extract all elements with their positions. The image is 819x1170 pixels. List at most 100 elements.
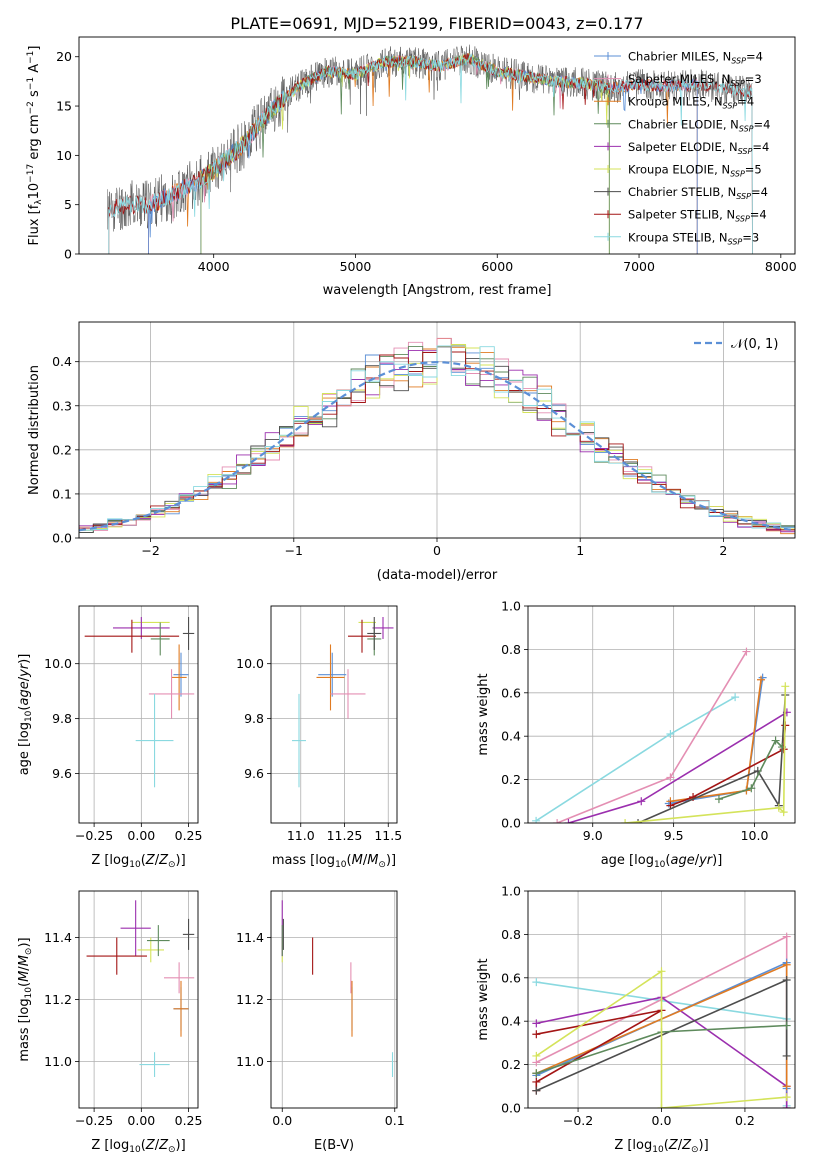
x-tick-label: 11.5 [374,828,402,843]
y-tick-label: 11.0 [44,1054,72,1069]
x-axis-label: Z [log10(Z/Z⊙)] [614,1138,708,1155]
legend-label-main: Salpeter STELIB, N [628,208,735,222]
error-bars [84,616,195,788]
label-part: )] [176,853,186,868]
y-tick-label: 0.0 [52,531,72,546]
weight-marker [637,797,646,806]
data-point [135,693,174,788]
legend-label-sub: SSP [739,124,754,133]
weight-marker [782,932,791,941]
legend-label: Kroupa MILES, NSSP=4 [628,95,754,111]
label-part: Z [145,853,156,868]
legend-label-main: Salpeter ELODIE, N [628,140,738,154]
label-part: ⊙ [168,860,176,870]
y-tick-label: 9.6 [244,766,264,781]
y-axis-label: Flux [fλ10−17 erg cm−2 s−1 A−1] [26,46,44,246]
legend-label-sub: SSP [730,79,745,88]
label-part: ⊙ [378,860,386,870]
legend-label-main: Salpeter MILES, N [628,72,730,86]
label-part: ( [665,853,670,868]
y-tick-label: 15 [56,99,72,114]
legend-label: Chabrier MILES, NSSP=4 [628,50,763,66]
legend-label: 𝒩(0, 1) [731,337,778,352]
y-tick-label: 5 [64,197,72,212]
data-point [318,652,347,697]
weight-marker [532,1069,541,1078]
axes-frame [527,890,796,1109]
x-tick-label: 0 [433,543,441,558]
data-point [139,1052,170,1077]
legend-label-suffix: =4 [754,117,771,131]
data-point [316,644,345,711]
y-tick-label: 10 [56,148,72,163]
label-part: Z [158,1138,169,1153]
legend-label-suffix: =4 [750,208,767,222]
error-bars [292,616,394,788]
label-part: 10 [129,1145,141,1155]
data-point [292,693,306,788]
legend-label-suffix: =4 [751,185,768,199]
weight-line [535,1009,662,1091]
spectrum-lines [107,44,753,254]
x-tick-label: −2 [141,543,159,558]
residuals-panel: −2 −1 0 1 2 0.0 0.1 0.2 0.3 0.4 𝒩(0, 1) (data-model… [27,321,796,583]
weight-line [625,686,787,823]
legend-label-main: Chabrier MILES, N [628,50,731,64]
y-axis-label: age [log10(age/yr)] [17,654,34,776]
label-part: age [17,681,32,705]
x-axis-label: E(B-V) [314,1138,354,1153]
x-tick-label: −0.25 [75,1113,113,1128]
weight-marker [532,1030,541,1039]
label-part: −2 [26,101,36,114]
x-tick-label: 0.1 [385,1113,405,1128]
data-point [84,619,180,653]
axes-frame [78,36,796,255]
y-tick-label: 0.3 [52,398,72,413]
spectrum-panel: 4000 5000 6000 7000 8000 0 5 10 15 20 Chabrier MIL… [26,36,797,298]
label-part: 10 [129,860,141,870]
label-part: mass weight [476,958,491,1040]
label-part: ] [27,46,42,51]
legend-label: Kroupa STELIB, NSSP=3 [628,230,759,246]
label-part: age [log [601,853,654,868]
legend-label: Kroupa ELODIE, NSSP=5 [628,163,762,179]
x-tick-label: 0.25 [175,828,203,843]
weight-series [621,682,790,823]
weight-marker [564,819,573,823]
y-tick-label: 0.4 [501,729,521,744]
y-tick-label: 11.2 [236,992,264,1007]
x-tick-label: −0.25 [75,828,113,843]
weight-lines [532,932,791,1108]
weight-marker [634,819,643,823]
x-tick-label: 0.25 [175,1113,203,1128]
label-part: ( [664,1138,669,1153]
data-point [86,937,147,975]
label-part: Z [668,1138,679,1153]
age-vs-Z-panel: −0.25 0.00 0.259.69.810.0Z [log10(Z/Z⊙)]ag… [17,605,203,870]
label-part: 10 [24,987,34,999]
label-part: Normed distribution [27,365,42,495]
data-point [330,669,366,719]
x-tick-label: 11.25 [327,828,363,843]
label-part: )] [17,937,32,947]
y-axis-label: mass weight [476,673,491,755]
weight-series [532,967,791,1108]
weight-vs-Z-panel: −0.2 0.0 0.20.00.20.40.60.81.0Z [log10(Z/Z… [476,884,796,1155]
weight-series [532,975,791,1095]
y-tick-label: 0.0 [501,816,521,831]
label-part: A [27,64,42,77]
y-tick-label: 0.6 [501,970,521,985]
y-tick-label: 9.6 [52,766,72,781]
legend-label-sub: SSP [738,147,753,156]
weight-marker [774,803,783,812]
y-tick-label: 0.8 [501,927,521,942]
label-part: ⊙ [24,948,34,956]
data-point [147,925,170,957]
data-point [164,962,195,994]
label-part: erg cm [27,114,42,163]
x-tick-label: −1 [285,543,303,558]
x-tick-label: 7000 [623,259,655,274]
weight-marker [771,736,780,745]
